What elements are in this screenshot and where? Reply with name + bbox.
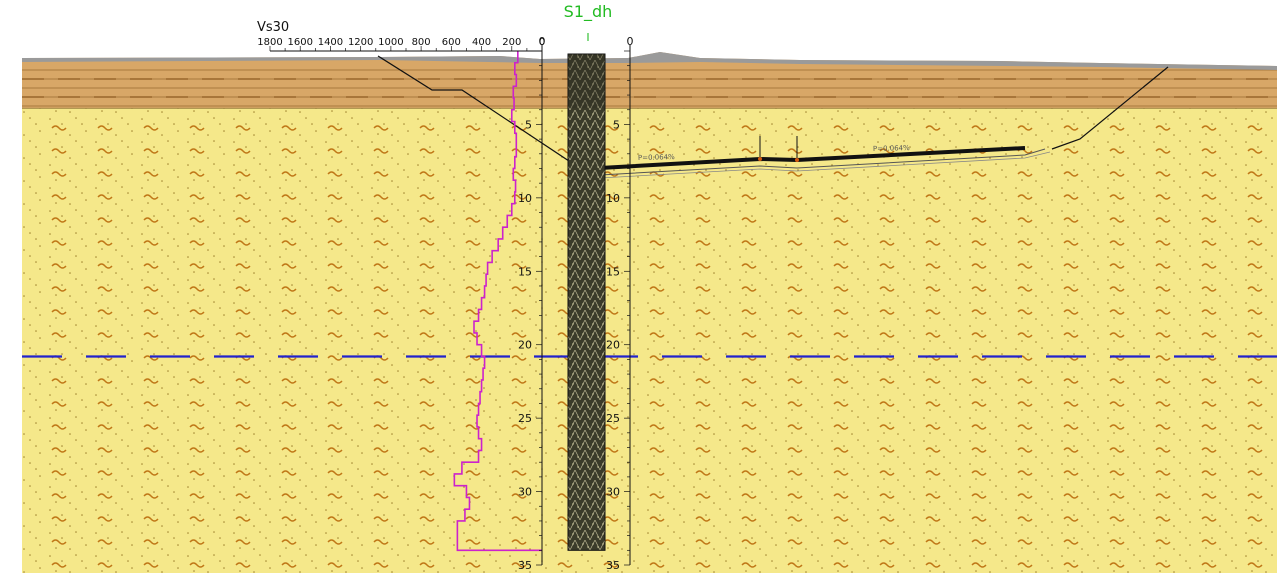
borehole-clay-segment bbox=[568, 54, 605, 109]
borehole-name: S1_dh bbox=[564, 2, 613, 22]
vs-tick-label: 1400 bbox=[318, 37, 343, 48]
pipeline-bedding bbox=[599, 148, 1046, 176]
vs-tick-label: 200 bbox=[502, 37, 521, 48]
pipe-node-2 bbox=[795, 158, 799, 162]
depth-label-left: 0 bbox=[539, 35, 546, 48]
vs-tick-label: 0 bbox=[539, 37, 545, 48]
depth-label-left: 25 bbox=[518, 412, 532, 425]
depth-label-left: 30 bbox=[518, 486, 532, 499]
pipeline-bedding-lower bbox=[599, 151, 1051, 179]
depth-label-right: 20 bbox=[606, 339, 620, 352]
vs-tick-label: 1200 bbox=[348, 37, 373, 48]
depth-label-right: 15 bbox=[606, 265, 620, 278]
vs-tick-label: 1600 bbox=[287, 37, 312, 48]
depth-label-left: 15 bbox=[518, 265, 532, 278]
vs-tick-label: 1800 bbox=[257, 37, 282, 48]
pipe-node-1 bbox=[758, 157, 762, 161]
vs-tick-label: 400 bbox=[472, 37, 491, 48]
depth-label-right: 30 bbox=[606, 486, 620, 499]
vs-tick-label: 1000 bbox=[378, 37, 403, 48]
depth-label-right: 35 bbox=[606, 559, 620, 572]
ground-surface bbox=[22, 52, 1277, 70]
vs-tick-label: 800 bbox=[412, 37, 431, 48]
vs-profile-line bbox=[453, 51, 542, 552]
depth-label-left: 35 bbox=[518, 559, 532, 572]
borehole-column bbox=[567, 53, 606, 551]
depth-label-right: 10 bbox=[606, 192, 620, 205]
pipe-slope-label-1: P=0.064% bbox=[638, 153, 675, 162]
depth-label-right: 25 bbox=[606, 412, 620, 425]
layer-clay bbox=[22, 52, 1277, 109]
depth-label-right: 5 bbox=[613, 118, 620, 131]
depth-label-left: 20 bbox=[518, 339, 532, 352]
depth-label-right: 0 bbox=[627, 35, 634, 48]
excavation-right-slope bbox=[1051, 66, 1169, 150]
depth-label-left: 10 bbox=[518, 192, 532, 205]
vs-tick-label: 600 bbox=[442, 37, 461, 48]
depth-label-left: 5 bbox=[525, 118, 532, 131]
borehole-marker: I bbox=[586, 31, 589, 44]
pipeline-main bbox=[599, 146, 1026, 170]
pipe-slope-label-2: P=0.064% bbox=[873, 144, 910, 153]
layer-sand bbox=[22, 108, 1277, 573]
vs-scale-title: Vs30 bbox=[257, 20, 289, 35]
